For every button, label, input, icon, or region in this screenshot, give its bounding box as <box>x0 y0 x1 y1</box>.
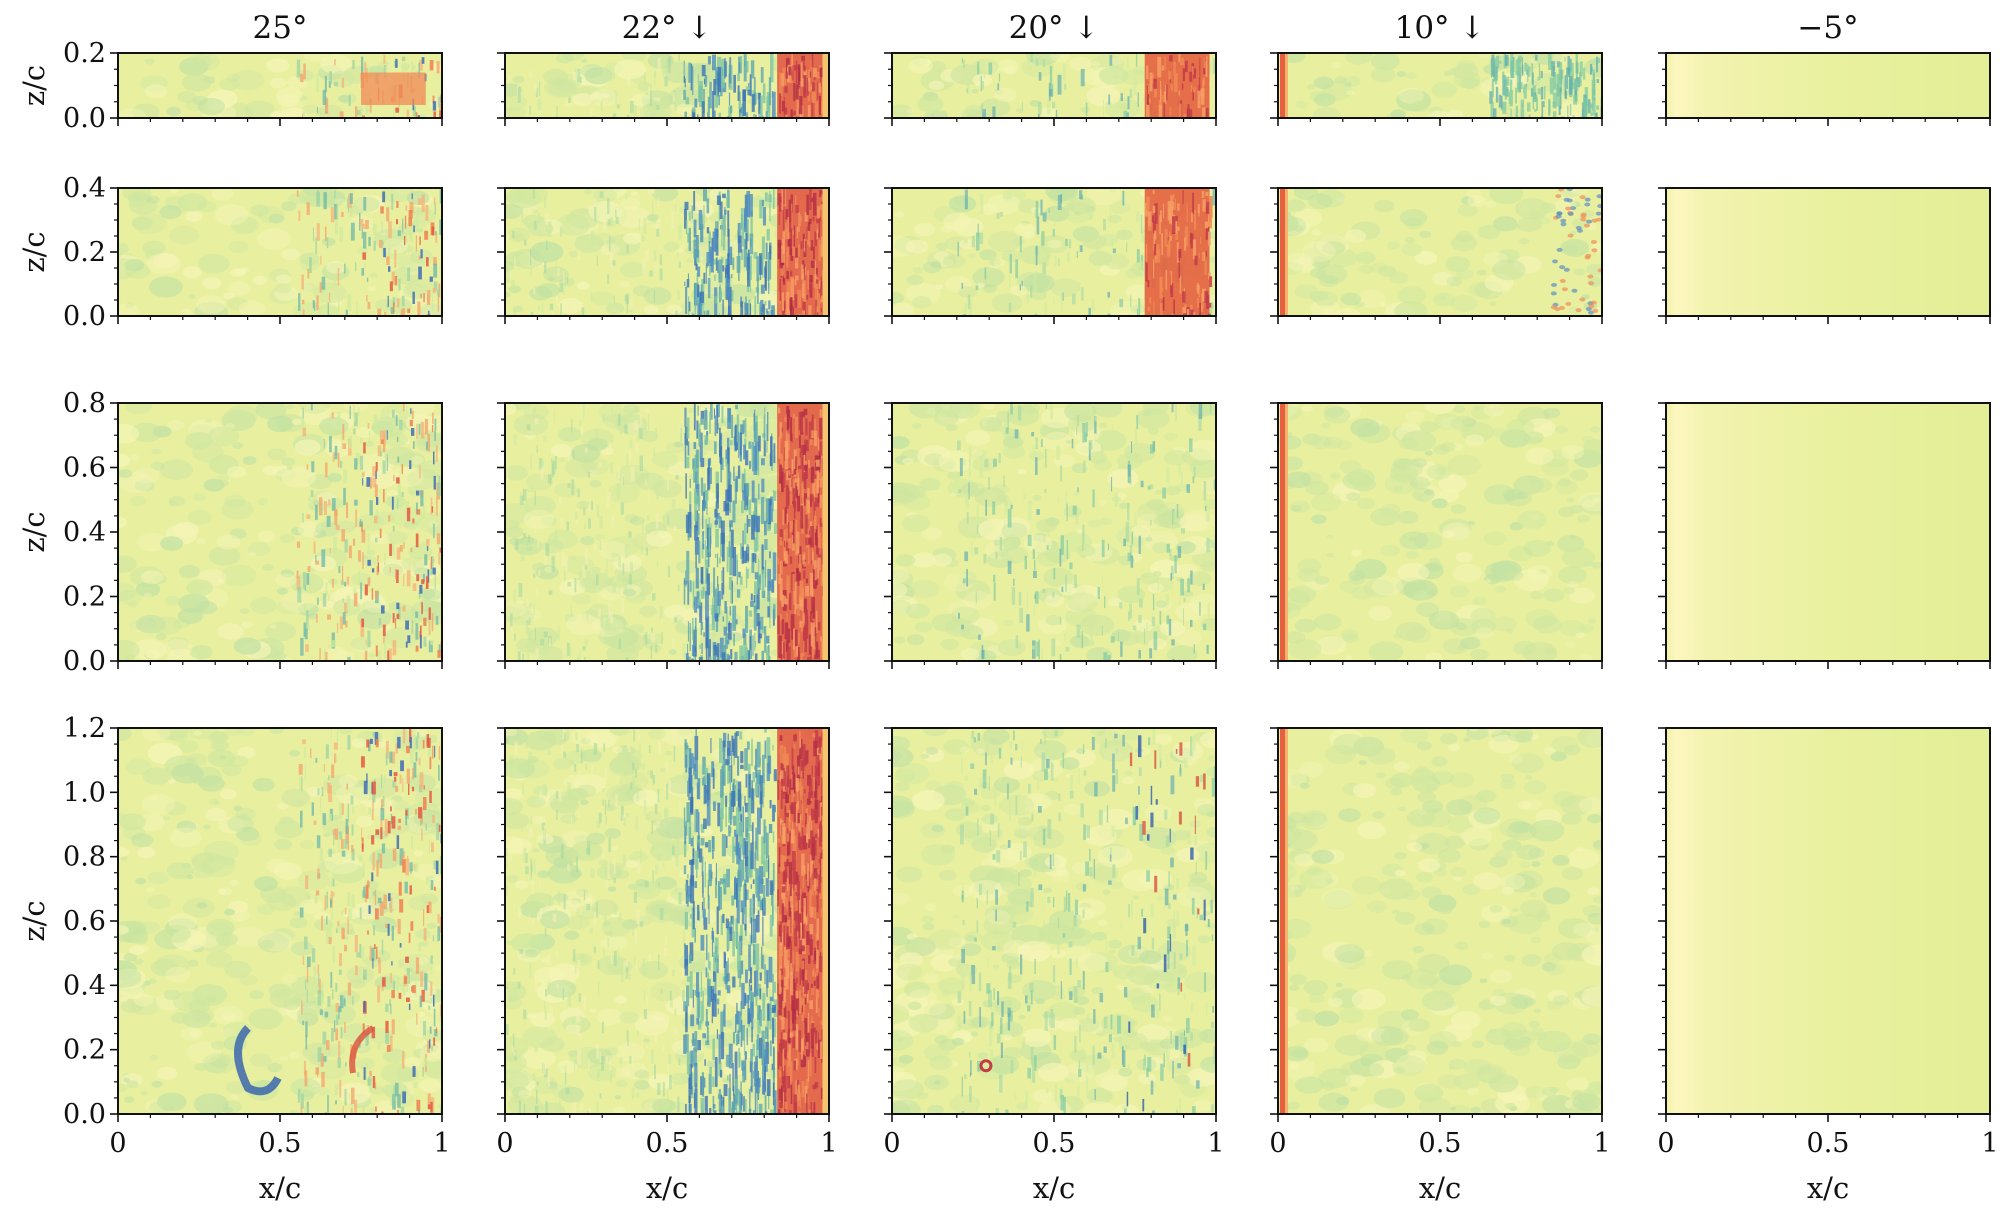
x-tick-label: 0.5 <box>646 1128 689 1159</box>
field-panel-c10-row3 <box>1278 403 1602 661</box>
field-panel-c25-row2 <box>118 188 442 316</box>
field-panel-c10-row4 <box>1278 728 1602 1114</box>
axes-layer <box>110 52 1991 1122</box>
field-panel-c25-row1 <box>118 53 442 118</box>
x-tick-label: 0.5 <box>259 1128 302 1159</box>
x-axis-label: x/c <box>259 1171 301 1205</box>
field-panel-cm5-row2 <box>1666 188 1990 316</box>
x-tick-label: 1 <box>1207 1128 1224 1159</box>
x-tick-label: 0 <box>496 1128 513 1159</box>
column-title-cm5: −5° <box>1797 10 1858 46</box>
field-panel-c10-row2 <box>1278 188 1602 316</box>
column-title-c20: 20° ↓ <box>1009 10 1100 46</box>
y-tick-label: 1.2 <box>63 713 106 744</box>
x-tick-label: 0 <box>109 1128 126 1159</box>
x-tick-label: 0 <box>883 1128 900 1159</box>
y-tick-label: 0.8 <box>63 842 106 873</box>
x-axis-label: x/c <box>1807 1171 1849 1205</box>
y-tick-label: 0.6 <box>63 453 106 484</box>
y-tick-label: 0.2 <box>63 582 106 613</box>
x-tick-label: 0 <box>1269 1128 1286 1159</box>
field-panel-c22-row3 <box>505 403 829 661</box>
leading-edge-band <box>1280 728 1285 1114</box>
smooth-field <box>1666 728 1990 1114</box>
x-axis-label: x/c <box>1419 1171 1461 1205</box>
y-axis-label: z/c <box>17 65 51 106</box>
field-panel-c22-row1 <box>505 53 829 118</box>
field-panel-cm5-row3 <box>1666 403 1990 661</box>
y-axis-label: z/c <box>17 231 51 272</box>
field-panel-c22-row4 <box>505 728 829 1114</box>
smooth-field <box>1666 53 1990 118</box>
y-tick-label: 0.6 <box>63 906 106 937</box>
x-axis-label: x/c <box>1033 1171 1075 1205</box>
field-panel-cm5-row1 <box>1666 53 1990 118</box>
leading-edge-band <box>1280 403 1285 661</box>
column-title-c10: 10° ↓ <box>1395 10 1486 46</box>
text-layer: 0.0 0.2 z/c 0.0 0.2 0.4 z/c 0.0 0.2 0.4 0.6 0.8 z/c 0… <box>17 10 1999 1205</box>
y-tick-label: 0.2 <box>63 1035 106 1066</box>
field-images <box>118 53 1990 1114</box>
field-panel-c22-row2 <box>505 188 829 316</box>
y-axis-label: z/c <box>17 900 51 941</box>
field-panel-cm5-row4 <box>1666 728 1990 1114</box>
leading-edge-band <box>1280 188 1285 316</box>
y-tick-label: 0.2 <box>63 38 106 69</box>
field-panel-c20-row1 <box>892 53 1216 118</box>
column-title-c22: 22° ↓ <box>622 10 713 46</box>
y-tick-label: 0.0 <box>63 1099 106 1130</box>
y-tick-label: 0.0 <box>63 646 106 677</box>
x-tick-label: 0 <box>1657 1128 1674 1159</box>
x-axis-label: x/c <box>646 1171 688 1205</box>
x-tick-label: 1 <box>433 1128 450 1159</box>
field-panel-c20-row2 <box>892 188 1216 316</box>
x-tick-label: 0.5 <box>1033 1128 1076 1159</box>
x-tick-label: 0.5 <box>1419 1128 1462 1159</box>
column-title-c25: 25° <box>253 10 308 46</box>
smooth-field <box>1666 188 1990 316</box>
field-panel-c20-row4 <box>892 728 1216 1114</box>
y-tick-label: 0.4 <box>63 517 106 548</box>
smooth-field <box>1666 403 1990 661</box>
y-tick-label: 0.2 <box>63 237 106 268</box>
field-panel-c20-row3 <box>892 403 1216 661</box>
field-panel-c25-row4 <box>118 728 442 1114</box>
field-panel-c10-row1 <box>1278 53 1602 118</box>
y-tick-label: 0.8 <box>63 388 106 419</box>
y-tick-label: 0.4 <box>63 173 106 204</box>
leading-edge-band <box>1280 53 1285 118</box>
y-tick-label: 0.4 <box>63 970 106 1001</box>
y-axis-label: z/c <box>17 511 51 552</box>
x-tick-label: 0.5 <box>1807 1128 1850 1159</box>
x-tick-label: 1 <box>1593 1128 1610 1159</box>
field-panel-c25-row3 <box>118 403 442 661</box>
y-tick-label: 0.0 <box>63 301 106 332</box>
x-tick-label: 1 <box>1981 1128 1998 1159</box>
y-tick-label: 0.0 <box>63 103 106 134</box>
y-tick-label: 1.0 <box>63 777 106 808</box>
x-tick-label: 1 <box>820 1128 837 1159</box>
